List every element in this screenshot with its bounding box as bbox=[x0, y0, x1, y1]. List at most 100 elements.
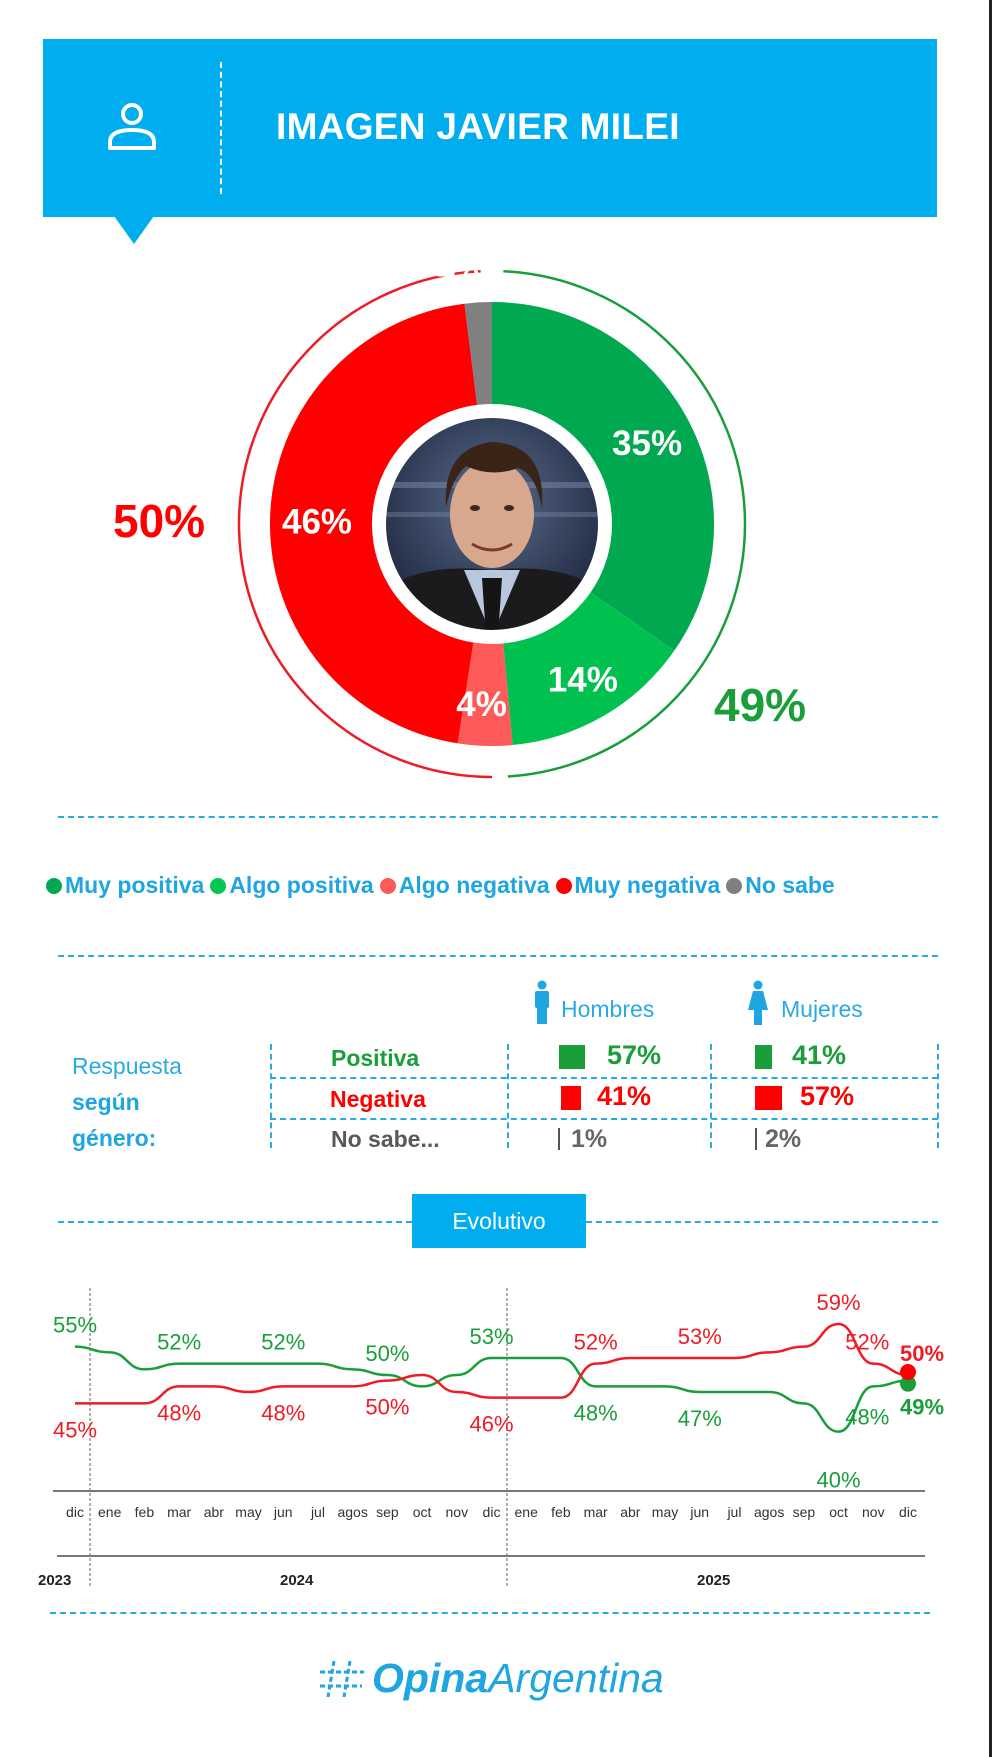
positive-ring bbox=[503, 270, 747, 778]
table-vline-2 bbox=[507, 1044, 509, 1148]
right-border bbox=[989, 0, 992, 1757]
female-icon bbox=[748, 980, 768, 1025]
month-tick-label: dic bbox=[66, 1504, 84, 1520]
month-tick-label: agos bbox=[337, 1504, 368, 1520]
value-hombres-positiva: 57% bbox=[607, 1040, 662, 1070]
legend-label: No sabe bbox=[745, 872, 835, 898]
muy-negativa-dot-icon bbox=[555, 877, 572, 894]
slice-no-sabe bbox=[464, 302, 492, 405]
month-tick-label: abr bbox=[620, 1504, 641, 1520]
month-tick-label: jun bbox=[690, 1504, 710, 1520]
value-hombres-no-sabe: 1% bbox=[571, 1125, 608, 1153]
bar-hombres-negativa bbox=[561, 1086, 582, 1110]
row-label-negativa: Negativa bbox=[330, 1086, 426, 1112]
data-label: 48% bbox=[574, 1400, 618, 1425]
milei-photo bbox=[384, 416, 600, 632]
logo-hash-icon bbox=[320, 1660, 364, 1697]
value-mujeres-positiva: 41% bbox=[792, 1040, 847, 1070]
evolutivo-line-right bbox=[586, 1221, 938, 1223]
month-tick-label: nov bbox=[445, 1504, 469, 1520]
value-mujeres-no-sabe: 2% bbox=[765, 1125, 802, 1153]
slice-algo-positiva bbox=[503, 592, 675, 746]
table-vline-1 bbox=[270, 1044, 272, 1148]
data-label: 53% bbox=[678, 1324, 722, 1349]
data-label: 55% bbox=[53, 1313, 97, 1338]
month-tick-label: jul bbox=[727, 1504, 742, 1520]
month-tick-label: sep bbox=[376, 1504, 399, 1520]
evolution-line-chart: 55% 52% 52% 50% 53% 48% 47% 40% 48% 49% 45% 48% 48% 5… bbox=[53, 1288, 944, 1588]
slice-label: 46% bbox=[282, 502, 352, 541]
page-title: IMAGEN JAVIER MILEI bbox=[276, 106, 680, 147]
legend-item-muy-positiva: Muy positiva bbox=[46, 872, 210, 899]
logo-text-argentina: Argentina bbox=[488, 1655, 664, 1701]
legend-item-muy-negativa: Muy negativa bbox=[555, 872, 727, 899]
header-banner bbox=[43, 39, 937, 217]
data-label: 52% bbox=[157, 1330, 201, 1355]
bar-hombres-positiva bbox=[559, 1045, 585, 1069]
evolutivo-title: Evolutivo bbox=[412, 1194, 586, 1248]
data-label: 50% bbox=[365, 1341, 409, 1366]
data-label: 48% bbox=[845, 1404, 889, 1429]
divider-1 bbox=[58, 816, 938, 818]
month-tick-label: nov bbox=[861, 1504, 885, 1520]
legend-label: Algo negativa bbox=[398, 872, 550, 898]
table-hline-2 bbox=[270, 1118, 938, 1120]
data-label: 50% bbox=[900, 1341, 944, 1366]
month-tick-label: agos bbox=[753, 1504, 785, 1520]
month-tick-label: jun bbox=[273, 1504, 293, 1520]
divider-2 bbox=[58, 955, 938, 957]
positive-total: 49% bbox=[714, 679, 807, 731]
series-line-negativa bbox=[74, 1322, 909, 1405]
data-label: 52% bbox=[261, 1330, 305, 1355]
month-tick-label: dic bbox=[899, 1504, 917, 1520]
negative-ring bbox=[237, 270, 493, 779]
year-2025: 2025 bbox=[697, 1572, 731, 1589]
gender-title-line1: Respuesta bbox=[72, 1053, 182, 1079]
evolutivo-line-left bbox=[58, 1221, 412, 1223]
divider-footer bbox=[50, 1612, 930, 1614]
month-tick-label: abr bbox=[203, 1504, 224, 1520]
slice-label: 35% bbox=[612, 424, 682, 463]
year-2024: 2024 bbox=[280, 1572, 314, 1589]
data-label: 48% bbox=[261, 1400, 305, 1425]
data-label: 47% bbox=[678, 1406, 722, 1431]
opina-argentina-logo: Opina Argentina bbox=[318, 1655, 664, 1702]
legend-item-algo-negativa: Algo negativa bbox=[379, 872, 556, 899]
table-vline-4 bbox=[937, 1044, 939, 1148]
no-sabe-dot-icon bbox=[726, 877, 743, 894]
data-label: 48% bbox=[157, 1400, 201, 1425]
slice-muy-positiva bbox=[492, 302, 714, 651]
legend-item-no-sabe: No sabe bbox=[726, 872, 840, 899]
month-tick-label: oct bbox=[829, 1504, 848, 1520]
header-pointer bbox=[114, 216, 154, 244]
month-tick-label: sep bbox=[792, 1504, 816, 1520]
legend-label: Algo positiva bbox=[229, 872, 374, 898]
slice-muy-negativa bbox=[269, 303, 478, 744]
series-line-positiva bbox=[74, 1345, 909, 1433]
data-label: 50% bbox=[365, 1395, 409, 1420]
month-tick-label: mar bbox=[167, 1504, 192, 1520]
legend-item-algo-positiva: Algo positiva bbox=[210, 872, 379, 899]
legend-label: Muy positiva bbox=[65, 872, 205, 898]
bar-mujeres-positiva bbox=[755, 1045, 772, 1069]
month-tick-label: may bbox=[235, 1504, 262, 1520]
logo-text-opina: Opina bbox=[372, 1655, 489, 1701]
muy-positiva-dot-icon bbox=[46, 877, 62, 894]
month-tick-label: mar bbox=[583, 1504, 608, 1520]
data-label: 59% bbox=[817, 1290, 861, 1315]
month-tick-label: dic bbox=[482, 1504, 501, 1520]
month-tick-label: jul bbox=[310, 1504, 325, 1520]
bar-mujeres-negativa bbox=[755, 1086, 783, 1110]
slice-label: 2% bbox=[436, 252, 487, 284]
table-hline-1 bbox=[270, 1077, 938, 1079]
data-label: 53% bbox=[469, 1324, 513, 1349]
slice-label: 14% bbox=[548, 660, 618, 699]
gender-title-line2: según bbox=[72, 1089, 140, 1115]
data-label: 45% bbox=[53, 1417, 97, 1442]
algo-negativa-dot-icon bbox=[379, 877, 396, 894]
legend-label: Muy negativa bbox=[574, 872, 721, 898]
legend: Muy positiva Algo positiva Algo negativa… bbox=[46, 872, 841, 899]
row-label-no-sabe: No sabe... bbox=[331, 1126, 440, 1152]
header-divider bbox=[220, 62, 222, 194]
data-label: 40% bbox=[817, 1468, 861, 1493]
